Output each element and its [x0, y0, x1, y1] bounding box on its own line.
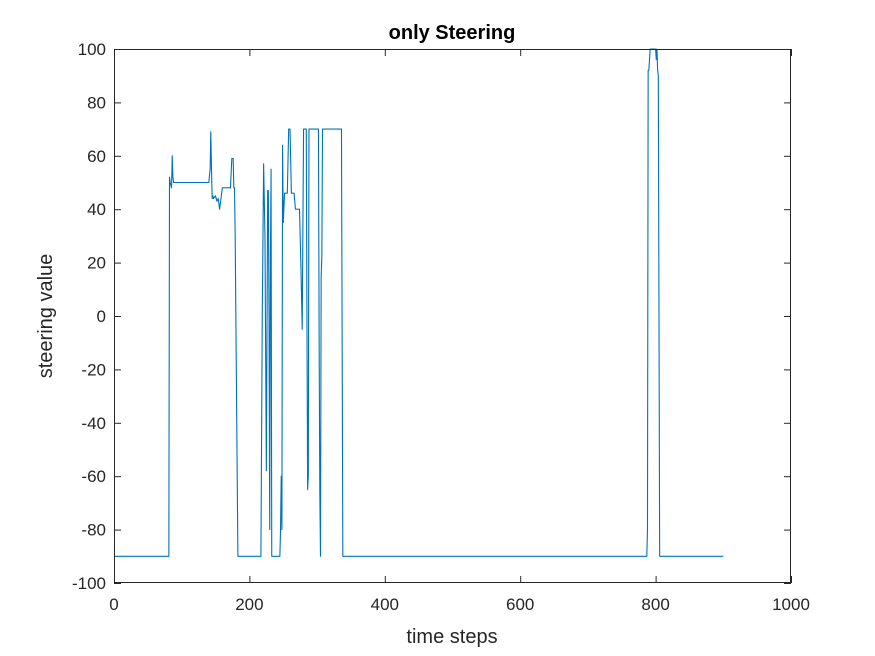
- y-tick-label: 20: [87, 254, 106, 273]
- x-tick-label: 200: [235, 595, 263, 614]
- x-tick-label: 1000: [772, 595, 810, 614]
- x-axis-label: time steps: [406, 626, 497, 648]
- x-tick-label: 0: [109, 595, 118, 614]
- y-tick-label: -20: [81, 360, 106, 379]
- y-tick-label: -60: [81, 467, 106, 486]
- y-tick-label: 60: [87, 147, 106, 166]
- tick-labels: 0 200 400 600 800 1000 -100 -80 -60 -40 -20 0 20 40 60…: [72, 40, 810, 614]
- y-tick-label: 100: [78, 40, 106, 59]
- plot-area: [114, 49, 791, 583]
- chart-title: only Steering: [389, 22, 516, 44]
- series-line: [114, 48, 724, 557]
- y-tick-label: -40: [81, 414, 106, 433]
- y-tick-label: -80: [81, 521, 106, 540]
- y-tick-label: 80: [87, 93, 106, 112]
- x-tick-label: 800: [641, 595, 669, 614]
- x-tick-label: 600: [506, 595, 534, 614]
- y-tick-label: 40: [87, 200, 106, 219]
- y-tick-label: -100: [72, 574, 106, 593]
- x-tick-label: 400: [371, 595, 399, 614]
- plot-box: [114, 49, 791, 583]
- y-axis-label: steering value: [35, 254, 57, 379]
- y-tick-label: 0: [97, 307, 106, 326]
